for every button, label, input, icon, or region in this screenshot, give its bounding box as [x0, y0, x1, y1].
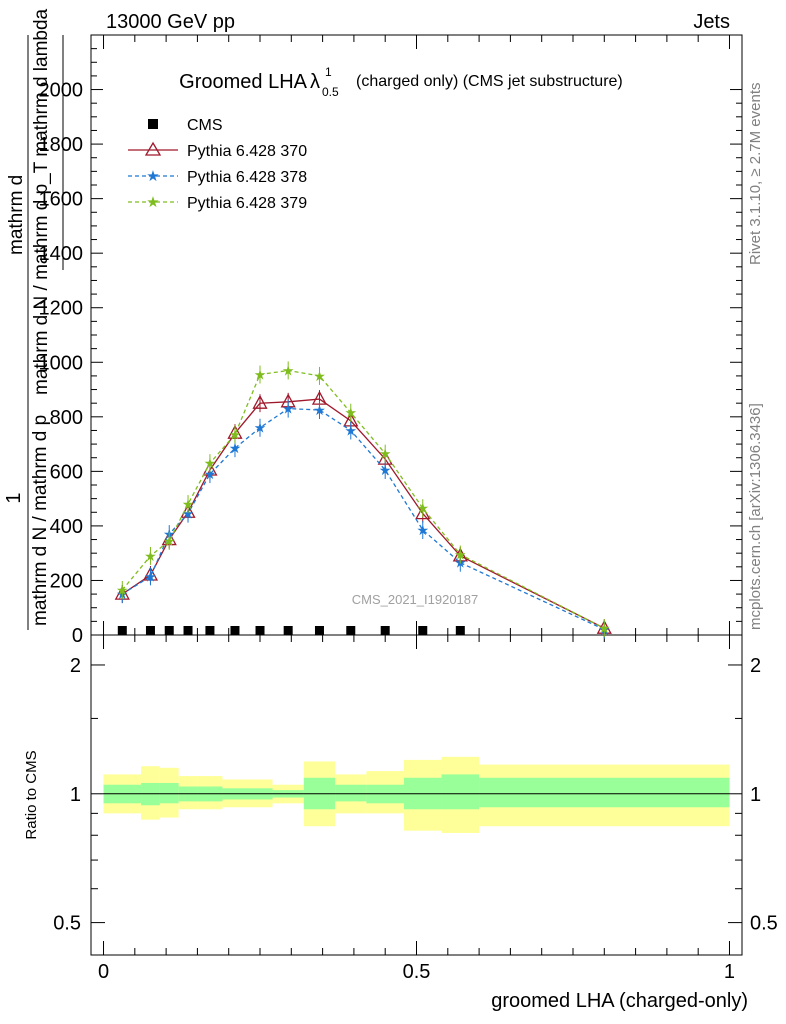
title-suffix: (charged only) (CMS jet substructure) [356, 73, 623, 90]
chart-title: Groomed LHA λ 1 0.5 (charged only) (CMS … [179, 65, 623, 99]
ratio-y-axis: 0.5 0.5 1 1 2 2 [53, 655, 778, 935]
series-marker-triangle [252, 394, 268, 409]
y-tick-label: 1400 [39, 243, 84, 265]
y-label-numerator-right: mathrm d [6, 175, 27, 255]
mcplots-label: mcplots.cern.ch [arXiv:1306.3436] [747, 403, 764, 630]
legend-marker-370 [144, 141, 162, 156]
x-axis-label: groomed LHA (charged-only) [491, 990, 748, 1012]
cms-data-point [230, 626, 240, 635]
cms-data-point [380, 626, 390, 635]
series-marker-star: ★ [254, 420, 267, 436]
x-tick-label: 1 [724, 961, 735, 983]
cms-data-point [164, 626, 174, 635]
category-label: Jets [693, 11, 730, 33]
cms-data-point [255, 626, 265, 635]
legend-marker-379: ★ [146, 194, 159, 211]
series-marker-star: ★ [229, 427, 242, 443]
legend-marker-378: ★ [146, 168, 159, 185]
y-tick-label: 400 [50, 516, 83, 538]
cms-data-point [117, 626, 127, 635]
ratio-band-inner [159, 782, 179, 804]
cms-data-point [346, 626, 356, 635]
series-marker-star: ★ [416, 500, 429, 516]
series-marker-star: ★ [282, 362, 295, 378]
series-marker-star: ★ [344, 405, 357, 421]
y-tick-label: 600 [50, 461, 83, 483]
series-marker-star: ★ [182, 496, 195, 512]
rivet-label: Rivet 3.1.10, ≥ 2.7M events [747, 83, 764, 266]
ratio-y-tick-label: 1 [70, 784, 81, 806]
series-line-2 [121, 407, 605, 631]
analysis-watermark: CMS_2021_I1920187 [352, 592, 479, 607]
ratio-y-tick-label-right: 1 [750, 784, 761, 806]
ratio-x-axis: 0 0.5 1 [98, 635, 735, 983]
energy-label: 13000 GeV pp [106, 11, 235, 33]
ratio-band-inner [335, 784, 367, 802]
series-marker-star: ★ [282, 401, 295, 417]
ratio-y-tick-label: 2 [70, 655, 81, 677]
cms-data-point [183, 626, 193, 635]
y-tick-label: 1000 [39, 352, 84, 374]
ratio-bands [103, 756, 730, 833]
y-tick-label: 1600 [39, 189, 84, 211]
y-tick-label: 2000 [39, 80, 84, 102]
series-marker-star: ★ [313, 402, 326, 418]
series-marker-star: ★ [163, 533, 176, 549]
title-main: Groomed LHA [179, 71, 307, 93]
legend-label-378: Pythia 6.428 378 [187, 169, 307, 186]
ratio-y-tick-label: 0.5 [53, 913, 81, 935]
series-marker-star: ★ [144, 568, 157, 584]
cms-data-point [314, 626, 324, 635]
ratio-band-inner [441, 774, 480, 810]
title-superscript: 1 [325, 65, 332, 79]
cms-data-point [455, 626, 465, 635]
y-tick-label: 800 [50, 407, 83, 429]
series-marker-star: ★ [379, 446, 392, 462]
legend-label-379: Pythia 6.428 379 [187, 195, 307, 212]
main-y-label: 1 mathrm d N / mathrm d p mathrm d mathr… [3, 8, 64, 630]
series-line-3 [121, 369, 605, 629]
title-subscript: 0.5 [322, 85, 339, 99]
legend: CMS Pythia 6.428 370 ★ Pythia 6.428 378 … [128, 117, 307, 212]
main-y-axis: 0 200 400 600 800 1000 1200 1400 1600 1800 2000 [39, 48, 742, 647]
title-symbol: λ [310, 71, 320, 93]
series-marker-star: ★ [379, 462, 392, 478]
legend-label-370: Pythia 6.428 370 [187, 143, 307, 160]
cms-data-point [205, 626, 215, 635]
cms-data-point [418, 626, 428, 635]
cms-data-point [283, 626, 293, 635]
series-marker-star: ★ [144, 548, 157, 564]
series-marker-star: ★ [229, 440, 242, 456]
y-tick-label: 1800 [39, 134, 84, 156]
series-marker-star: ★ [116, 582, 129, 598]
ratio-band-inner [479, 777, 730, 808]
ratio-y-tick-label-right: 2 [750, 655, 761, 677]
series-marker-star: ★ [313, 368, 326, 384]
series-layer: ★★★★★★★★ ★★★★★★★★★★★★★ ★ ★★★★★★ [114, 361, 612, 639]
ratio-y-tick-label-right: 0.5 [750, 913, 778, 935]
x-tick-label: 0.5 [403, 961, 431, 983]
series-marker-star: ★ [204, 455, 217, 471]
ratio-y-label: Ratio to CMS [23, 750, 40, 839]
legend-marker-cms [148, 119, 158, 129]
legend-label-cms: CMS [187, 117, 223, 134]
series-marker-star: ★ [598, 620, 611, 636]
y-label-denominator-left: mathrm d N / mathrm d p [30, 415, 51, 626]
series-marker-star: ★ [254, 367, 267, 383]
y-label-tilted: mathrm d N / mathrm d p_T mathrm d lambd… [31, 8, 52, 395]
y-label-numerator-left: 1 [3, 492, 25, 503]
series-marker-star: ★ [182, 506, 195, 522]
x-tick-label: 0 [98, 961, 109, 983]
y-tick-label: 0 [72, 625, 83, 647]
y-tick-label: 200 [50, 570, 83, 592]
series-line-1 [121, 398, 605, 629]
cms-data-point [145, 626, 155, 635]
y-tick-label: 1200 [39, 298, 84, 320]
series-marker-star: ★ [344, 422, 357, 438]
series-marker-star: ★ [416, 522, 429, 538]
series-marker-star: ★ [454, 547, 467, 563]
